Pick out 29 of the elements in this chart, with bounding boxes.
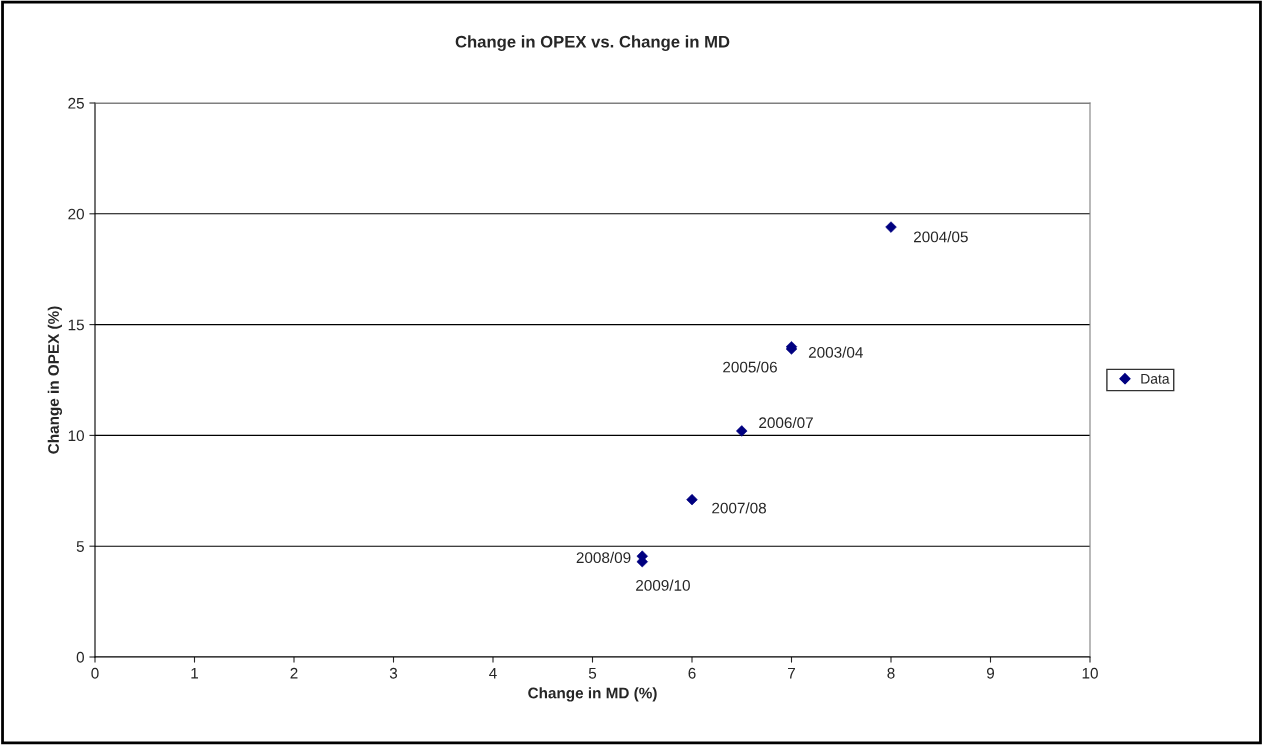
annotation: 2009/10 bbox=[636, 579, 690, 591]
y-tick-label: 20 bbox=[68, 208, 84, 220]
x-tick-label: 0 bbox=[91, 667, 99, 679]
legend-label: Data bbox=[1141, 374, 1170, 384]
y-tick-label: 15 bbox=[68, 319, 84, 331]
x-tick-label: 7 bbox=[788, 667, 795, 679]
x-tick-label: 5 bbox=[588, 667, 597, 679]
annotation: 2006/07 bbox=[759, 416, 813, 429]
x-tick-label: 1 bbox=[191, 667, 198, 679]
chart-title: Change in OPEX vs. Change in MD bbox=[455, 35, 730, 51]
y-tick-label: 10 bbox=[68, 430, 84, 442]
annotation: 2007/08 bbox=[712, 502, 767, 514]
x-tick-label: 10 bbox=[1082, 667, 1098, 679]
annotation: 2004/05 bbox=[913, 231, 968, 243]
point bbox=[885, 221, 897, 233]
y-tick-label: 0 bbox=[76, 651, 84, 663]
x-tick-label: 3 bbox=[389, 667, 398, 679]
x-axis-title: Change in MD (%) bbox=[528, 687, 657, 702]
annotation: 2005/06 bbox=[723, 361, 777, 373]
x-tick-label: 6 bbox=[688, 667, 696, 679]
x-tick-label: 2 bbox=[290, 667, 298, 679]
annotation: 2003/04 bbox=[808, 346, 863, 358]
x-tick-label: 9 bbox=[986, 667, 995, 679]
x-tick-label: 8 bbox=[887, 667, 895, 679]
y-tick-label: 25 bbox=[68, 97, 84, 109]
y-tick-label: 5 bbox=[76, 541, 84, 552]
annotation: 2008/09 bbox=[576, 551, 631, 564]
y-axis-title: Change in OPEX (%) bbox=[47, 306, 63, 454]
x-tick-label: 4 bbox=[489, 667, 497, 679]
